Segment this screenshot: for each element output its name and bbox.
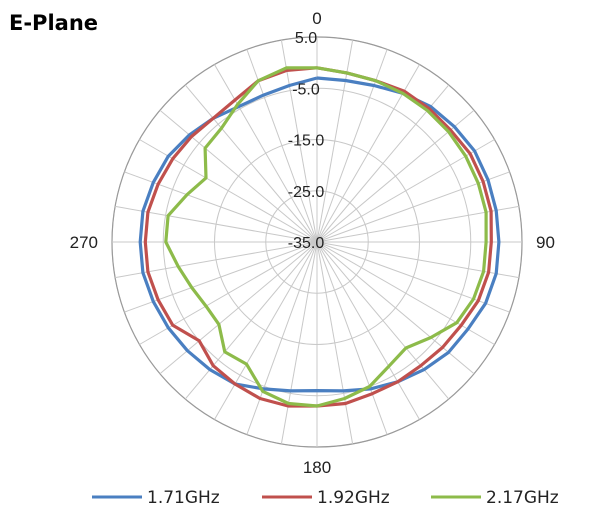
grid-spoke (316, 241, 388, 435)
grid-spoke (214, 64, 318, 243)
series-line-2-17ghz (164, 66, 488, 408)
axis-labels: 5.0 -5.0 -15.0 -25.0 -35.0 0 90 180 270 E-Plane (9, 9, 555, 477)
grid-spoke (280, 241, 318, 444)
series-line-1-71ghz (138, 76, 501, 393)
grid-spoke (159, 241, 318, 375)
grid-spoke (124, 241, 318, 313)
legend-label: 1.71GHz (147, 488, 220, 508)
grid-spoke (124, 171, 318, 243)
grid-spoke (214, 241, 318, 420)
legend-label: 1.92GHz (317, 488, 390, 508)
radial-tick-label: -35.0 (288, 235, 325, 252)
radial-tick-label: -15.0 (288, 133, 325, 150)
grid-spoke (316, 241, 450, 400)
radial-tick-label: -25.0 (288, 184, 325, 201)
legend: 1.71GHz 1.92GHz 2.17GHz (92, 488, 559, 508)
grid-spoke (246, 241, 318, 435)
angle-tick-label: 270 (70, 233, 98, 252)
grid-spoke (280, 40, 318, 243)
radial-tick-label: 5.0 (295, 30, 317, 47)
angle-tick-label: 180 (303, 458, 331, 477)
angle-tick-label: 0 (312, 9, 321, 28)
legend-label: 2.17GHz (486, 488, 559, 508)
grid-spoke (159, 109, 318, 243)
angle-tick-label: 90 (536, 233, 555, 252)
grid-spoke (184, 241, 318, 400)
radial-tick-label: -5.0 (292, 81, 320, 98)
grid-spoke (316, 241, 354, 444)
series-layer (138, 66, 501, 408)
chart-title: E-Plane (9, 11, 98, 35)
grid-spoke (316, 241, 495, 345)
grid-spoke (184, 84, 318, 243)
grid-spoke (316, 241, 420, 420)
grid-spoke (316, 241, 519, 279)
